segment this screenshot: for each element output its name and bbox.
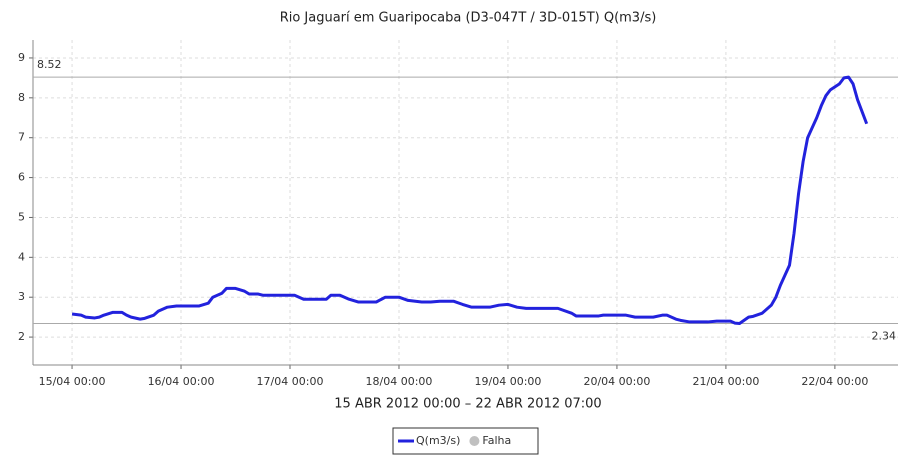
legend-swatch — [469, 436, 480, 446]
legend-label: Falha — [482, 434, 511, 447]
y-tick-label: 8 — [18, 91, 25, 104]
x-tick-label: 20/04 00:00 — [583, 375, 650, 388]
y-tick-label: 2 — [18, 330, 25, 343]
x-tick-label: 16/04 00:00 — [148, 375, 215, 388]
legend-label: Q(m3/s) — [416, 434, 460, 447]
x-tick-label: 21/04 00:00 — [692, 375, 759, 388]
max-label: 8.52 — [37, 58, 62, 71]
data-line — [71, 75, 869, 326]
x-tick-label: 18/04 00:00 — [366, 375, 433, 388]
y-tick-label: 6 — [18, 171, 25, 184]
y-tick-label: 9 — [18, 51, 25, 64]
y-tick-label: 5 — [18, 210, 25, 223]
legend-box — [392, 427, 539, 455]
x-tick-label: 22/04 00:00 — [801, 375, 868, 388]
chart-title: Rio Jaguarí em Guaripocaba (D3-047T / 3D… — [280, 11, 657, 26]
x-tick-label: 15/04 00:00 — [39, 375, 106, 388]
x-tick-label: 19/04 00:00 — [475, 375, 542, 388]
chart-subtitle: 15 ABR 2012 00:00 – 22 ABR 2012 07:00 — [334, 397, 601, 412]
y-tick-label: 3 — [18, 290, 25, 303]
min-label: 2.34 — [872, 330, 897, 343]
y-tick-label: 7 — [18, 131, 25, 144]
x-tick-label: 17/04 00:00 — [257, 375, 324, 388]
y-tick-label: 4 — [18, 250, 25, 263]
